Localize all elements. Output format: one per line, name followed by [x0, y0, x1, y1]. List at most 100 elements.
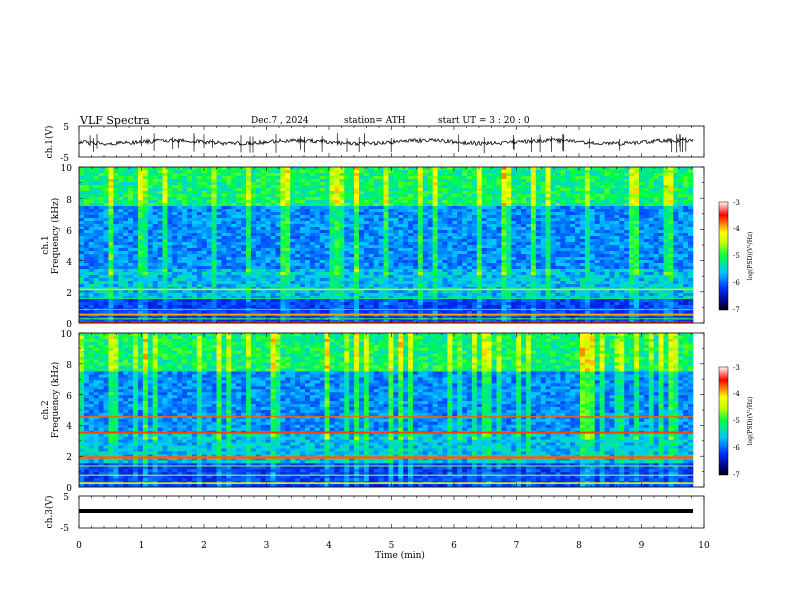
ch1-spectrogram-cell: [113, 260, 119, 264]
ch1-spectrogram-cell: [565, 167, 571, 171]
ch1-spectrogram-cell: [545, 254, 551, 258]
ch1-spectrogram-cell: [496, 221, 502, 225]
ch1-spectrogram-cell: [408, 170, 414, 174]
ch1-spectrogram-cell: [133, 167, 139, 171]
ch1-spectrogram-cell: [79, 179, 85, 183]
ch1-spectrogram-cell: [177, 212, 183, 216]
ch1-spectrogram-cell: [413, 266, 419, 270]
ch1-spectrogram-cell: [162, 233, 168, 237]
ch1-spectrogram-cell: [619, 221, 625, 225]
ch1-spectrogram-cell: [624, 239, 630, 243]
ch1-spectrogram-cell: [241, 266, 247, 270]
ch1-spectrogram-cell: [516, 209, 522, 213]
ch1-spectrogram-cell: [457, 185, 463, 189]
ch1-spectrogram-cell: [599, 179, 605, 183]
ch1-spectrogram-cell: [182, 215, 188, 219]
ch1-spectrogram-cell: [255, 245, 262, 249]
ch1-spectrogram-cell: [481, 230, 487, 234]
ch1-spectrogram-cell: [383, 167, 389, 171]
ch1-spectrogram-cell: [403, 233, 409, 237]
ch1-spectrogram-cell: [413, 176, 419, 180]
ch1-spectrogram-cell: [594, 176, 600, 180]
ch1-spectrogram-cell: [658, 179, 664, 183]
ch1-spectrogram-cell: [250, 266, 257, 270]
ch1-spectrogram-cell: [550, 170, 556, 174]
ch1-spectrogram-cell: [643, 275, 650, 279]
ch1-spectrogram-cell: [172, 245, 178, 249]
ch1-spectrogram-cell: [172, 179, 178, 183]
ch1-spectrogram-cell: [187, 182, 193, 186]
ch1-spectrogram-cell: [118, 203, 124, 207]
ch1-spectrogram-cell: [388, 266, 394, 270]
ch1-spectrogram-cell: [358, 194, 365, 198]
ch1-spectrogram-cell: [309, 248, 316, 252]
ch1-spectrogram-cell: [295, 251, 301, 255]
ch1-spectrogram-cell: [187, 203, 193, 207]
ch1-spectrogram-cell: [339, 245, 345, 249]
ch1-spectrogram-cell: [344, 227, 350, 231]
ch1-spectrogram-cell: [658, 185, 664, 189]
ch1-spectrogram-cell: [442, 242, 448, 246]
ch1-spectrogram-cell: [619, 218, 625, 222]
ch1-spectrogram-cell: [83, 260, 90, 264]
ch1-spectrogram-cell: [496, 278, 502, 282]
ch1-spectrogram-cell: [324, 281, 330, 285]
ch1-spectrogram-cell: [216, 230, 222, 234]
ch1-spectrogram-cell: [422, 239, 429, 243]
ch1-spectrogram-cell: [123, 236, 129, 240]
ch1-spectrogram-cell: [255, 251, 262, 255]
ch1-spectrogram-cell: [471, 254, 478, 258]
ch1-spectrogram-cell: [452, 269, 458, 273]
ch1-spectrogram-cell: [329, 173, 335, 177]
ch1-spectrogram-cell: [663, 269, 669, 273]
ch1-spectrogram-cell: [673, 173, 679, 177]
ch1-spectrogram-cell: [619, 236, 625, 240]
ch1-spectrogram-cell: [368, 191, 375, 195]
ch1-spectrogram-cell: [678, 197, 684, 201]
ch1-spectrogram-cell: [260, 257, 266, 261]
ch1-spectrogram-cell: [643, 245, 650, 249]
ch1-spectrogram-cell: [329, 281, 335, 285]
ch1-spectrogram-cell: [260, 269, 266, 273]
ch1-spectrogram-cell: [182, 206, 188, 210]
ch1-spectrogram-cell: [619, 203, 625, 207]
ch1-spectrogram-cell: [624, 221, 630, 225]
ch1-spectrogram-cell: [432, 167, 438, 171]
ch1-spectrogram-cell: [260, 179, 266, 183]
ch1-spectrogram-cell: [162, 218, 168, 222]
ch1-spectrogram-cell: [265, 233, 271, 237]
ch1-spectrogram-cell: [300, 224, 306, 228]
ch1-spectrogram-cell: [241, 227, 247, 231]
ch1-spectrogram-cell: [368, 227, 375, 231]
ch1-spectrogram-cell: [501, 212, 507, 216]
ch1-spectrogram-cell: [236, 281, 242, 285]
ch1-spectrogram-cell: [452, 236, 458, 240]
ch1-spectrogram-cell: [187, 197, 193, 201]
ch1-spectrogram-cell: [481, 191, 487, 195]
ch1-spectrogram-cell: [354, 242, 360, 246]
ch1-spectrogram-cell: [290, 227, 296, 231]
ch1-spectrogram-cell: [589, 179, 596, 183]
ch1-spectrogram-cell: [358, 257, 365, 261]
ch1-spectrogram-cell: [481, 218, 487, 222]
ch1-spectrogram-cell: [467, 260, 473, 264]
ch1-spectrogram-cell: [413, 200, 419, 204]
ch1-spectrogram-cell: [393, 224, 399, 228]
ch1-spectrogram-cell: [511, 245, 517, 249]
ch1-spectrogram-cell: [580, 254, 586, 258]
ch1-spectrogram-cell: [324, 185, 330, 189]
ch1-spectrogram-cell: [540, 209, 546, 213]
ch1-spectrogram-cell: [516, 248, 522, 252]
ch1-spectrogram-cell: [638, 194, 645, 198]
ch1-spectrogram-cell: [643, 227, 650, 231]
ch1-spectrogram-cell: [275, 191, 281, 195]
ch1-spectrogram-cell: [167, 266, 173, 270]
station-label: station= ATH: [344, 116, 406, 126]
ch1-spectrogram-cell: [619, 197, 625, 201]
ch1-spectrogram-cell: [334, 197, 340, 201]
ch1-spectrogram-cell: [580, 212, 586, 216]
ch1-spectrogram-cell: [584, 263, 591, 267]
ch1-spectrogram-cell: [354, 182, 360, 186]
ch1-spectrogram-cell: [108, 179, 114, 183]
ch1-spectrogram-cell: [643, 212, 650, 216]
